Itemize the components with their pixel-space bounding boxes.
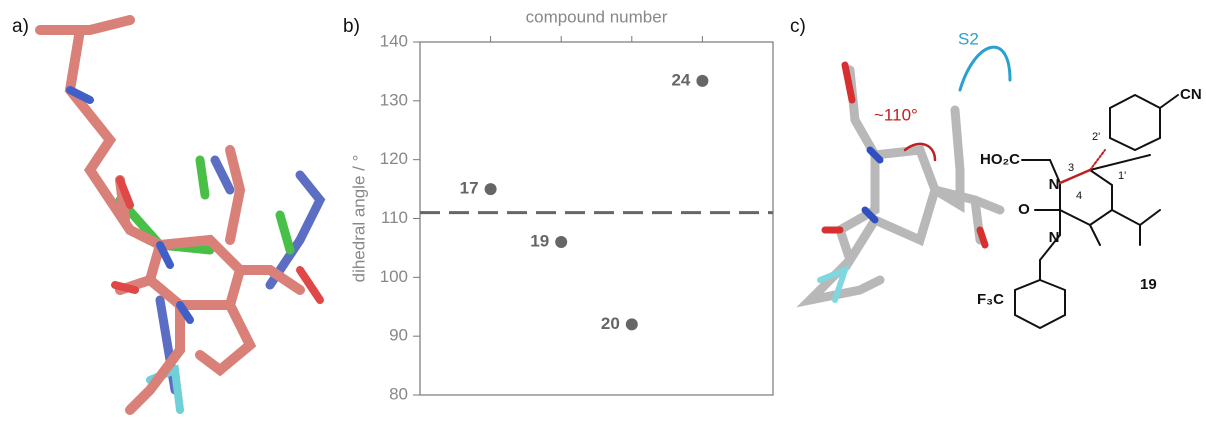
position-label: 4	[1076, 190, 1082, 202]
plot-frame	[420, 42, 773, 395]
y-tick-label: 130	[380, 90, 408, 109]
chart: compound number dihedral angle / ° 80 90 100…	[349, 7, 773, 403]
x-axis-title: compound number	[526, 7, 668, 26]
point-label: 20	[601, 314, 620, 333]
atom-label: N	[1049, 229, 1060, 246]
figure: a) b) c) S2 ~110° CN HO₂C F₃C N N	[0, 0, 1206, 423]
point-label: 24	[671, 70, 690, 89]
panel-label: b)	[343, 16, 360, 37]
point-label: 19	[530, 232, 549, 251]
position-label: 3	[1068, 162, 1074, 174]
point	[626, 318, 638, 330]
atom-label: F₃C	[977, 291, 1004, 308]
atom-label: CN	[1180, 86, 1202, 103]
point	[696, 75, 708, 87]
y-tick-label: 90	[389, 326, 408, 345]
position-label: 1'	[1118, 170, 1126, 182]
atom-label: O	[1018, 201, 1030, 218]
y-tick-label: 110	[381, 208, 408, 227]
panel-label: a)	[12, 16, 29, 37]
atom-label: HO₂C	[980, 151, 1020, 168]
annotation: ~110°	[874, 105, 918, 124]
point-label: 17	[460, 179, 479, 198]
point	[485, 183, 497, 195]
y-tick-label: 80	[389, 384, 408, 403]
y-axis-title: dihedral angle / °	[349, 155, 368, 283]
point	[555, 236, 567, 248]
compound-label: 19	[1140, 276, 1157, 293]
y-tick-label: 120	[380, 149, 408, 168]
position-label: 2'	[1092, 131, 1100, 143]
atom-label: N	[1049, 176, 1060, 193]
panel-label: c)	[790, 16, 806, 37]
structure-c	[810, 47, 1178, 328]
y-tick-label: 140	[380, 31, 408, 50]
annotation: S2	[958, 29, 979, 48]
overlay-a	[40, 20, 320, 410]
y-tick-label: 100	[380, 267, 408, 286]
